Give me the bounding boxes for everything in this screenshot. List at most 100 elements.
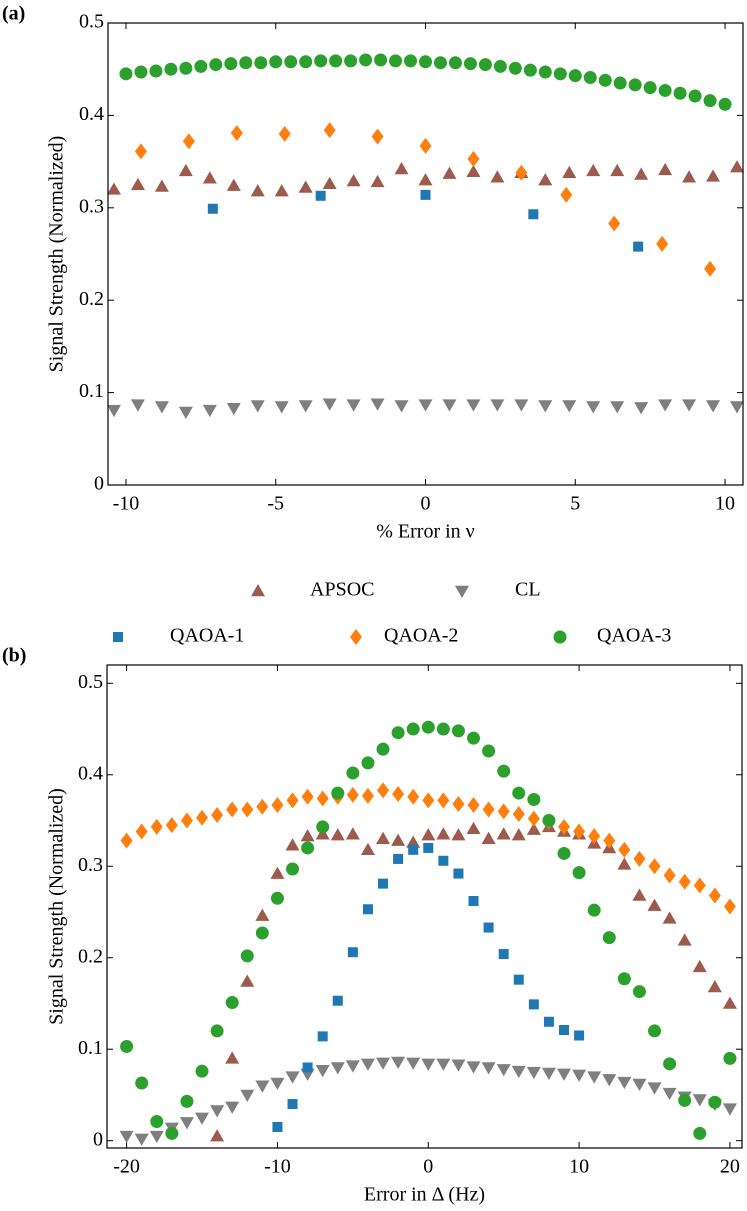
data-point	[361, 787, 374, 804]
data-point	[391, 1056, 406, 1070]
data-point	[209, 58, 223, 72]
data-point	[421, 720, 435, 734]
data-point	[508, 61, 522, 75]
data-point	[418, 173, 433, 186]
y-tick-label: 0.5	[79, 11, 104, 33]
data-point	[662, 1087, 677, 1101]
data-point	[230, 124, 243, 141]
data-point	[226, 801, 239, 818]
data-point	[433, 56, 447, 70]
data-point	[482, 744, 496, 758]
data-point	[553, 67, 567, 81]
data-point	[210, 1129, 225, 1142]
data-point	[255, 1080, 270, 1093]
data-point	[730, 401, 745, 414]
data-point	[210, 1105, 225, 1118]
data-point	[195, 1112, 210, 1125]
data-point	[180, 812, 193, 829]
data-point	[316, 820, 330, 834]
data-point	[490, 399, 505, 412]
data-point	[345, 827, 360, 840]
data-point	[179, 1117, 194, 1130]
data-point	[572, 1069, 587, 1082]
data-point	[568, 69, 582, 83]
data-point	[196, 809, 209, 826]
data-point	[376, 1057, 391, 1070]
data-point	[360, 1058, 375, 1071]
data-point	[527, 810, 540, 827]
data-point	[134, 1133, 149, 1146]
data-point	[347, 947, 358, 958]
data-point	[270, 891, 284, 905]
data-point	[298, 180, 313, 193]
legend-label: CL	[515, 579, 541, 601]
data-point	[119, 67, 133, 81]
data-point	[586, 163, 601, 177]
data-point	[682, 170, 697, 183]
y-tick-label: 0.5	[78, 671, 103, 693]
data-point	[240, 949, 254, 963]
data-point	[523, 63, 537, 77]
data-point	[371, 128, 384, 145]
legend-marker	[455, 585, 469, 598]
data-point	[617, 857, 632, 870]
data-point	[423, 842, 434, 853]
data-point	[134, 143, 147, 160]
data-point	[662, 911, 677, 924]
y-tick-label: 0.4	[78, 762, 103, 784]
data-point	[722, 996, 737, 1009]
y-axis-label: Signal Strength (Normalized)	[46, 136, 68, 373]
data-point	[723, 898, 736, 915]
data-point	[643, 81, 657, 95]
data-point	[467, 150, 480, 167]
legend-label: QAOA-1	[170, 625, 244, 647]
data-point	[543, 1016, 554, 1027]
data-point	[178, 163, 193, 177]
data-point	[602, 931, 616, 945]
data-point	[120, 1039, 134, 1053]
data-point	[673, 86, 687, 100]
data-point	[164, 62, 178, 76]
data-point	[451, 724, 465, 738]
data-point	[707, 980, 722, 993]
x-tick-label: 10	[569, 1156, 589, 1178]
data-point	[483, 922, 494, 933]
data-point	[496, 827, 511, 840]
legend-label: APSOC	[310, 579, 374, 601]
data-point	[663, 1057, 677, 1071]
data-point	[452, 796, 465, 813]
data-point	[406, 1057, 421, 1070]
data-point	[498, 949, 509, 960]
data-point	[466, 1061, 481, 1074]
data-point	[587, 1071, 602, 1084]
data-point	[663, 867, 676, 884]
data-point	[718, 97, 732, 111]
x-tick-label: -10	[113, 493, 140, 515]
y-tick-label: 0	[94, 473, 104, 495]
data-point	[135, 1076, 149, 1090]
x-tick-label: 0	[421, 493, 431, 515]
x-tick-label: -20	[113, 1156, 140, 1178]
data-point	[278, 125, 291, 142]
data-point	[422, 792, 435, 809]
data-point	[178, 406, 193, 420]
data-point	[271, 796, 284, 813]
data-point	[466, 821, 481, 834]
data-point	[526, 822, 541, 835]
data-point	[287, 1099, 298, 1110]
data-point	[526, 1066, 541, 1080]
data-point	[182, 133, 195, 150]
data-point	[239, 56, 253, 70]
data-point	[272, 1121, 283, 1132]
data-point	[270, 1077, 285, 1091]
data-point	[562, 400, 577, 413]
x-tick-label: 0	[423, 1156, 433, 1178]
data-point	[315, 1064, 330, 1078]
data-point	[466, 164, 481, 178]
data-point	[527, 792, 541, 806]
data-point	[154, 179, 169, 192]
data-point	[119, 1130, 134, 1144]
data-point	[332, 995, 343, 1006]
data-point	[633, 850, 646, 867]
data-point	[436, 1058, 451, 1071]
